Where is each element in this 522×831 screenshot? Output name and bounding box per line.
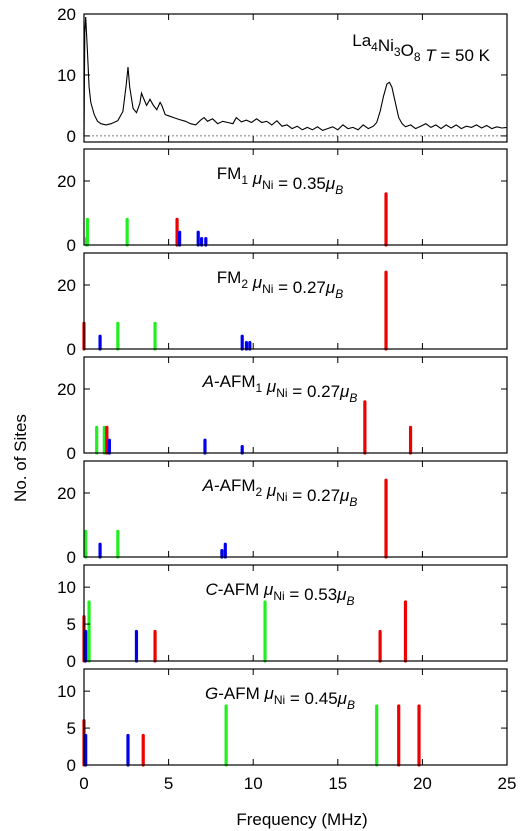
panel-label: La4Ni3O8 T = 50 K: [352, 31, 490, 65]
panel-label: A-AFM2 μNi = 0.27μB: [202, 476, 358, 509]
y-tick-label: 5: [67, 615, 76, 634]
y-tick-label: 20: [57, 484, 76, 503]
panel-label: FM2 μNi = 0.27μB: [217, 268, 343, 301]
y-tick-label: 10: [57, 66, 76, 85]
x-tick-label: 5: [164, 774, 173, 793]
x-tick-label: 15: [328, 774, 347, 793]
y-tick-label: 0: [67, 340, 76, 359]
spectrum-line: [83, 16, 508, 136]
x-tick-label: 20: [413, 774, 432, 793]
y-tick-label: 20: [57, 380, 76, 399]
panel-frame: [83, 668, 508, 766]
panel-frame: [83, 148, 508, 246]
x-tick-label: 10: [244, 774, 263, 793]
y-axis-title: No. of Sites: [11, 414, 30, 502]
y-tick-label: 0: [67, 652, 76, 671]
x-tick-label: 0: [79, 774, 88, 793]
y-tick-label: 0: [67, 444, 76, 463]
panel-1: 0 10 20 La4Ni3O8 T = 50 K: [57, 5, 508, 146]
y-tick-label: 0: [67, 756, 76, 775]
panel-5: 0 20 A-AFM2 μNi = 0.27μB: [57, 460, 508, 567]
x-tick-label: 25: [498, 774, 517, 793]
panel-frame: [83, 460, 508, 558]
y-tick-label: 10: [57, 578, 76, 597]
y-tick-label: 20: [57, 172, 76, 191]
y-tick-label: 5: [67, 719, 76, 738]
panel-7: 0 5 10 G-AFM μNi = 0.45μB: [57, 668, 508, 775]
y-tick-label: 0: [67, 548, 76, 567]
panel-frame: [83, 564, 508, 662]
y-tick-label: 0: [67, 236, 76, 255]
panel-2: 0 20 FM1 μNi = 0.35μB: [57, 148, 508, 255]
x-tick-labels: 0 5 10 15 20 25: [79, 774, 516, 793]
y-tick-label: 0: [67, 127, 76, 146]
x-axis-title: Frequency (MHz): [236, 810, 367, 829]
panel-frame: [83, 13, 508, 143]
panel-3: 0 20 FM2 μNi = 0.27μB: [57, 252, 508, 359]
y-tick-label: 20: [57, 5, 76, 24]
y-tick-label: 10: [57, 682, 76, 701]
panel-label: FM1 μNi = 0.35μB: [217, 164, 343, 197]
panel-4: 0 20 A-AFM1 μNi = 0.27μB: [57, 356, 508, 463]
panel-frame: [83, 356, 508, 454]
y-tick-label: 20: [57, 276, 76, 295]
panel-frame: [83, 252, 508, 350]
panel-label: A-AFM1 μNi = 0.27μB: [202, 372, 358, 405]
panel-label: C-AFM μNi = 0.53μB: [205, 580, 354, 608]
panel-6: 0 5 10 C-AFM μNi = 0.53μB: [57, 564, 508, 671]
panel-label: G-AFM μNi = 0.45μB: [205, 684, 355, 712]
